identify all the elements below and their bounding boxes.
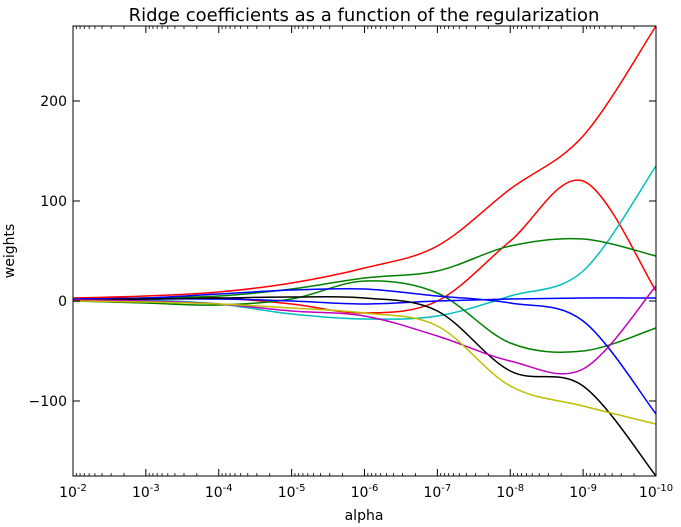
- y-tick-label: 0: [58, 294, 67, 310]
- x-tick-label: 10-8: [496, 483, 524, 501]
- series-line-8: [72, 295, 657, 477]
- series-line-3: [72, 165, 657, 320]
- y-tick-label: −100: [29, 394, 67, 410]
- series-line-2: [72, 179, 657, 314]
- x-tick-label: 10-4: [205, 483, 233, 501]
- x-axis-ticks: 10-2 10-3 10-4 10-5 10-6 10-7 10-8 10-9 10-10: [59, 26, 673, 501]
- x-tick-label: 10-6: [351, 483, 379, 501]
- y-tick-label: 200: [40, 94, 67, 110]
- x-tick-label: 10-5: [278, 483, 306, 501]
- plot-lines: [72, 25, 657, 477]
- series-line-5: [72, 280, 657, 353]
- x-tick-label: 10-3: [132, 483, 160, 501]
- x-tick-label: 10-7: [423, 483, 451, 501]
- plot-frame: [72, 25, 657, 477]
- series-line-9: [72, 285, 657, 375]
- x-axis-label: alpha: [345, 508, 384, 524]
- chart-title: Ridge coefficients as a function of the …: [129, 5, 600, 26]
- x-tick-label: 10-2: [59, 483, 87, 501]
- x-tick-label: 10-10: [639, 483, 673, 501]
- x-tick-label: 10-9: [569, 483, 597, 501]
- y-axis-ticks: 200 100 0 −100: [29, 94, 656, 410]
- y-tick-label: 100: [40, 194, 67, 210]
- series-line-1: [72, 25, 657, 299]
- y-axis-label: weights: [2, 224, 18, 279]
- series-line-7: [72, 287, 657, 415]
- series-line-10: [72, 300, 657, 425]
- series-line-4: [72, 237, 657, 301]
